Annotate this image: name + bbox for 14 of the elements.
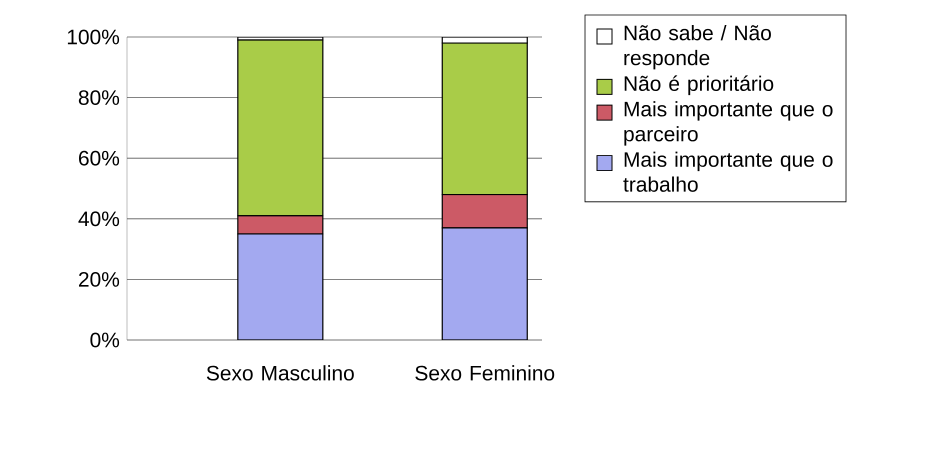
y-tick-label: 20% <box>79 272 120 287</box>
y-tick-label: 100% <box>68 30 120 44</box>
x-tick-label: Sexo Feminino <box>415 365 554 381</box>
legend-label: Mais importante que o parceiro <box>624 101 833 146</box>
x-tick-label: Sexo Masculino <box>206 365 354 381</box>
y-tick-label: 60% <box>79 150 120 166</box>
bar <box>442 227 528 340</box>
legend-label: Mais importante que o trabalho <box>623 152 833 192</box>
bar <box>237 233 324 340</box>
legend-label: Não sabe / Não responde <box>624 25 771 70</box>
y-tick-label: 40% <box>78 211 120 226</box>
legend-label: Não é prioritário <box>624 75 774 96</box>
y-tick-label: 80% <box>78 90 120 106</box>
y-tick-label: 0% <box>90 332 120 348</box>
